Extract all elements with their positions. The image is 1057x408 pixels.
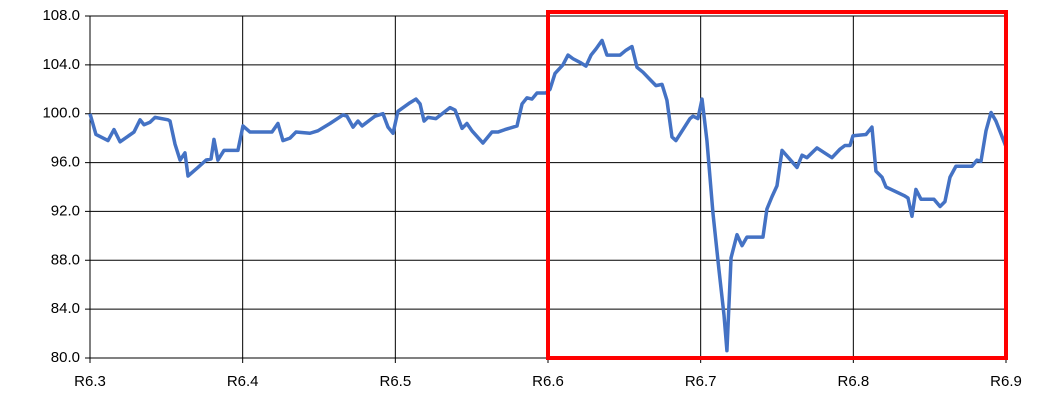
x-tick-label: R6.4 xyxy=(227,373,259,390)
y-tick-label: 88.0 xyxy=(51,251,80,268)
x-tick-label: R6.8 xyxy=(837,373,869,390)
x-tick-label: R6.3 xyxy=(74,373,106,390)
y-tick-label: 96.0 xyxy=(51,154,80,171)
x-tick-label: R6.6 xyxy=(532,373,564,390)
x-tick-label: R6.9 xyxy=(990,373,1022,390)
highlight-box xyxy=(546,10,1008,360)
y-tick-label: 92.0 xyxy=(51,202,80,219)
data-line xyxy=(88,38,1008,353)
x-tick-label: R6.7 xyxy=(685,373,717,390)
x-tick-label: R6.5 xyxy=(379,373,411,390)
y-tick-label: 100.0 xyxy=(42,105,80,122)
y-tick-label: 84.0 xyxy=(51,300,80,317)
y-tick-label: 104.0 xyxy=(42,56,80,73)
y-tick-label: 108.0 xyxy=(42,7,80,24)
y-tick-label: 80.0 xyxy=(51,349,80,366)
